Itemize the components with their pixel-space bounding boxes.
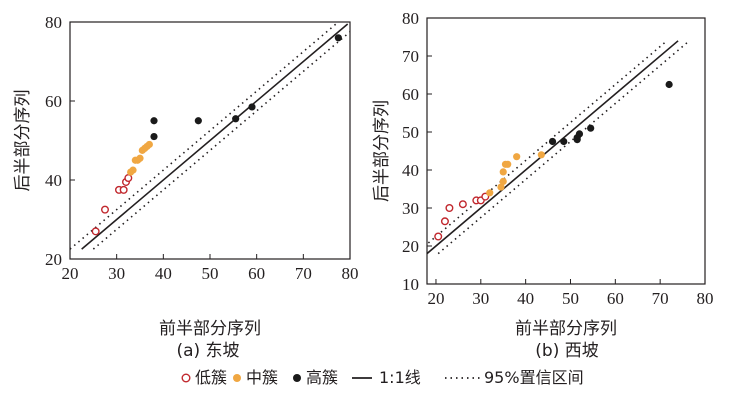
mid-cluster-point bbox=[537, 151, 545, 159]
high-cluster-point bbox=[665, 80, 673, 89]
low-cluster-point bbox=[445, 203, 454, 212]
x-tick-label: 40 bbox=[155, 264, 172, 283]
panel-east-slope: 20 30 40 50 60 70 80 20 40 60 80 前半部分序列 后半部分序列 (a) 东坡 bbox=[13, 13, 359, 361]
low-cluster-point bbox=[119, 185, 128, 194]
legend-label: 中簇 bbox=[246, 368, 278, 387]
high-cluster-point bbox=[587, 124, 595, 132]
y-tick-label: 60 bbox=[402, 85, 419, 104]
y-tick-label: 40 bbox=[45, 171, 62, 190]
low-cluster-point bbox=[124, 174, 133, 183]
y-tick-label: 50 bbox=[402, 123, 419, 142]
ci-lower-line bbox=[92, 30, 350, 250]
y-tick-label: 40 bbox=[402, 161, 419, 180]
low-cluster-point bbox=[440, 217, 449, 226]
y-tick-label: 10 bbox=[402, 275, 419, 294]
high-cluster-point bbox=[548, 137, 557, 146]
panel-caption: (a) 东坡 bbox=[176, 341, 239, 361]
high-cluster-point bbox=[334, 34, 342, 42]
mid-cluster-point bbox=[486, 189, 494, 197]
high-cluster-point bbox=[560, 137, 568, 146]
high-cluster-point bbox=[248, 103, 256, 111]
mid-cluster-point bbox=[129, 166, 137, 174]
mid-cluster-point bbox=[497, 183, 505, 191]
high-cluster-point bbox=[232, 115, 240, 123]
mid-cluster-point bbox=[513, 153, 521, 161]
legend-low-marker bbox=[181, 373, 191, 383]
x-tick-label: 50 bbox=[202, 264, 219, 283]
y-tick-label: 80 bbox=[402, 9, 419, 28]
high-cluster-point bbox=[150, 132, 158, 141]
y-tick-label: 20 bbox=[402, 237, 419, 256]
one-to-one-line bbox=[427, 40, 679, 255]
ci-lower-line bbox=[437, 40, 690, 255]
legend-high-marker bbox=[293, 374, 301, 382]
x-tick-label: 50 bbox=[562, 289, 579, 308]
legend-mid-marker bbox=[233, 374, 241, 382]
x-tick-label: 60 bbox=[248, 264, 265, 283]
low-cluster-point bbox=[91, 227, 100, 236]
mid-cluster-point bbox=[145, 140, 153, 149]
x-tick-label: 80 bbox=[697, 289, 714, 308]
x-axis-title: 前半部分序列 bbox=[515, 319, 617, 339]
x-tick-label: 30 bbox=[108, 264, 125, 283]
high-cluster-point bbox=[194, 117, 202, 125]
ci-upper-line bbox=[427, 40, 668, 246]
x-tick-label: 40 bbox=[517, 289, 534, 308]
mid-cluster-point bbox=[499, 177, 507, 185]
low-cluster-point bbox=[434, 232, 443, 241]
y-tick-label: 30 bbox=[402, 199, 419, 218]
ci-upper-line bbox=[70, 23, 337, 250]
x-tick-label: 20 bbox=[62, 264, 79, 283]
x-tick-label: 30 bbox=[472, 289, 489, 308]
y-tick-label: 80 bbox=[45, 13, 62, 32]
mid-cluster-point bbox=[504, 160, 512, 168]
x-tick-label: 70 bbox=[295, 264, 312, 283]
y-axis-title: 后半部分序列 bbox=[13, 90, 33, 192]
legend-label: 低簇 bbox=[195, 368, 227, 387]
legend-label: 高簇 bbox=[306, 368, 338, 387]
low-cluster-point bbox=[458, 200, 467, 209]
mid-cluster-point bbox=[499, 168, 507, 176]
mid-cluster-point bbox=[136, 154, 144, 162]
one-to-one-line bbox=[81, 23, 349, 250]
x-tick-label: 20 bbox=[427, 289, 444, 308]
legend-label: 1:1线 bbox=[379, 368, 421, 387]
high-cluster-point bbox=[575, 130, 584, 138]
legend: 低簇 中簇 高簇 1:1线 95%置信区间 bbox=[181, 368, 584, 387]
x-tick-label: 70 bbox=[652, 289, 669, 308]
legend-label: 95%置信区间 bbox=[484, 368, 584, 387]
x-axis-title: 前半部分序列 bbox=[159, 319, 261, 339]
plot-frame bbox=[426, 17, 706, 285]
high-cluster-point bbox=[150, 117, 158, 125]
y-tick-label: 20 bbox=[45, 250, 62, 269]
x-tick-label: 60 bbox=[607, 289, 624, 308]
low-cluster-point bbox=[100, 205, 109, 214]
panel-caption: (b) 西坡 bbox=[535, 341, 598, 361]
x-tick-label: 80 bbox=[342, 264, 359, 283]
y-tick-label: 60 bbox=[45, 92, 62, 111]
panel-west-slope: 20 30 40 50 60 70 80 10 20 30 40 50 60 70 80 前半部分序列 后半部分… bbox=[372, 9, 714, 361]
y-axis-title: 后半部分序列 bbox=[372, 100, 392, 202]
y-tick-label: 70 bbox=[402, 47, 419, 66]
